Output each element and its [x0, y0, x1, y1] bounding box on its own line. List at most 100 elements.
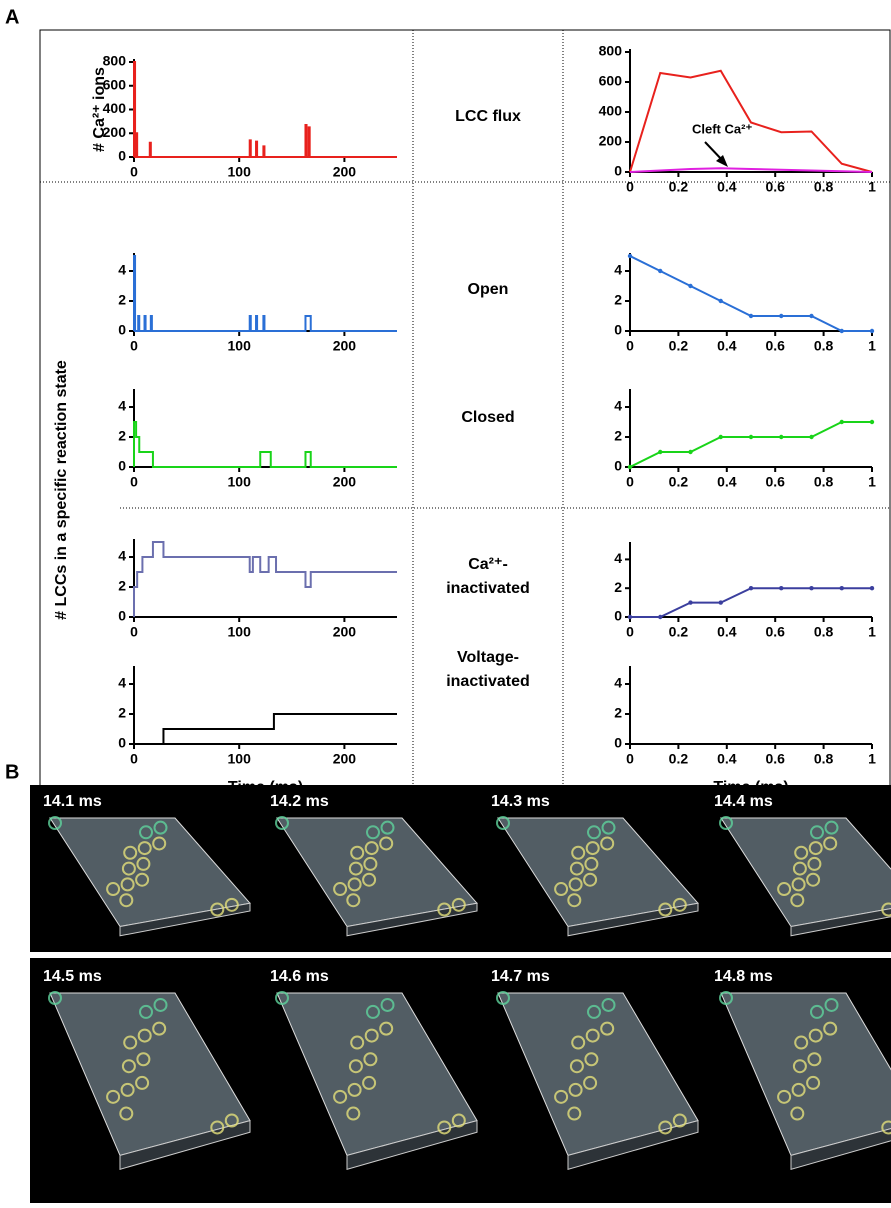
channel [808, 1028, 823, 1043]
channel [139, 825, 153, 840]
y-tick-label: 2 [614, 579, 622, 595]
slab-side [567, 902, 699, 937]
channel [567, 1106, 582, 1121]
channel [794, 845, 809, 860]
x-tick-label: 100 [228, 338, 252, 354]
channel [364, 1028, 379, 1043]
y-axis-label: # LCCs in a specific reaction state [53, 360, 70, 620]
x-tick-label: 0 [626, 624, 634, 640]
slab-side [790, 908, 891, 937]
slab-side [346, 902, 478, 937]
y-tick-label: 2 [118, 705, 126, 721]
channel [672, 1113, 687, 1128]
x-tick-label: 0 [130, 338, 138, 354]
channel [379, 836, 394, 851]
y-tick-label: 4 [118, 398, 126, 414]
x-tick-label: 0.8 [814, 338, 834, 354]
channel [790, 893, 805, 908]
point [627, 614, 633, 620]
channel [587, 1004, 601, 1019]
channel [792, 1059, 807, 1074]
point [627, 464, 633, 470]
channel [808, 841, 823, 856]
x-tick-label: 200 [333, 474, 357, 490]
series-line [133, 255, 397, 332]
arrow-head [716, 155, 728, 167]
x-tick-label: 0.8 [814, 179, 834, 195]
x-tick-label: 0.8 [814, 474, 834, 490]
y-tick-label: 2 [614, 705, 622, 721]
x-tick-label: 0.6 [765, 338, 785, 354]
point [839, 419, 844, 425]
x-tick-label: 200 [333, 164, 357, 180]
channel [224, 1113, 239, 1128]
channel [106, 1089, 121, 1104]
point [658, 614, 663, 620]
point [779, 313, 784, 319]
x-tick-label: 1 [868, 474, 876, 490]
x-tick-label: 0.4 [717, 624, 737, 640]
x-tick-label: 0.2 [669, 474, 689, 490]
point [809, 586, 814, 591]
channel [275, 991, 289, 1005]
row-label: Ca²⁺- [468, 556, 508, 573]
panel-label: A [5, 6, 19, 28]
channel [584, 856, 599, 871]
frame-label: 14.6 ms [270, 968, 329, 985]
channel [824, 820, 839, 835]
x-tick-label: 200 [333, 338, 357, 354]
channel [379, 1021, 394, 1036]
x-tick-label: 0.2 [669, 179, 689, 195]
y-tick-label: 4 [614, 675, 622, 691]
x-tick-label: 100 [228, 624, 252, 640]
channel [658, 902, 673, 917]
channel [881, 1120, 891, 1135]
y-axis-label: # Ca²⁺ ions [91, 67, 108, 152]
channel [275, 816, 289, 830]
series-line [629, 69, 873, 173]
channel [790, 1106, 805, 1121]
channel [823, 1021, 838, 1036]
point [869, 328, 875, 334]
channel [137, 841, 152, 856]
x-tick-label: 0 [130, 164, 138, 180]
y-tick-label: 4 [118, 548, 126, 564]
x-tick-label: 0.2 [669, 751, 689, 767]
y-tick-label: 2 [118, 578, 126, 594]
channel [347, 1082, 362, 1097]
row-label: Closed [461, 409, 514, 426]
channel [136, 1052, 151, 1067]
row-label: Voltage- [457, 649, 519, 666]
frame-label: 14.8 ms [714, 968, 773, 985]
point [658, 268, 663, 274]
channel [824, 997, 839, 1012]
channel [333, 882, 348, 897]
channel [583, 872, 598, 887]
channel [437, 902, 452, 917]
series-line [133, 421, 397, 468]
channel [48, 991, 62, 1005]
x-tick-label: 0.8 [814, 751, 834, 767]
channel [806, 872, 821, 887]
frame-label: 14.1 ms [43, 793, 102, 810]
channel [224, 897, 239, 912]
channel [120, 877, 135, 892]
series-line [629, 167, 873, 173]
y-tick-label: 400 [599, 103, 623, 119]
y-tick-label: 400 [103, 100, 127, 116]
panel-label: B [5, 761, 19, 783]
channel [451, 897, 466, 912]
x-tick-label: 100 [228, 164, 252, 180]
channel [554, 1089, 569, 1104]
x-tick-label: 0.6 [765, 474, 785, 490]
y-tick-label: 0 [118, 608, 126, 624]
channel [121, 861, 136, 876]
channel [153, 997, 168, 1012]
series-line [133, 541, 397, 617]
channel [437, 1120, 452, 1135]
x-tick-label: 0 [130, 474, 138, 490]
x-tick-label: 1 [868, 338, 876, 354]
x-tick-label: 200 [333, 624, 357, 640]
channel [135, 1075, 150, 1090]
